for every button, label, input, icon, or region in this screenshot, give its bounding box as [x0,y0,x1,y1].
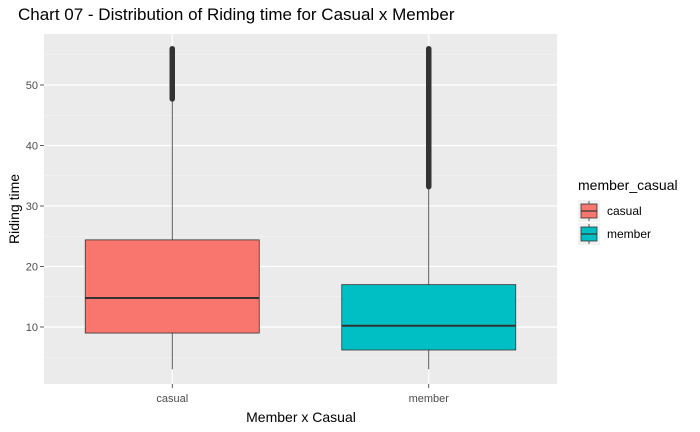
legend: member_casual casual member [578,177,678,245]
x-tick-label: casual [156,393,188,405]
iqr-box [84,239,260,334]
legend-item-casual: casual [578,200,642,222]
box-member [341,45,517,370]
x-axis-title: Member x Casual [246,409,356,425]
y-tick-label: 20 [26,262,38,274]
y-axis-title: Riding time [6,174,22,244]
y-tick-label: 50 [26,80,38,92]
x-tick-label: member [409,393,450,405]
legend-item-member: member [578,223,651,245]
iqr-box [341,284,517,351]
y-tick-label: 40 [26,141,38,153]
chart-title: Chart 07 - Distribution of Riding time f… [18,5,455,24]
box-casual [84,45,260,370]
legend-label: member [607,227,651,241]
y-tick-label: 10 [26,322,38,334]
boxes [84,45,517,370]
legend-label: casual [607,204,642,218]
legend-title: member_casual [578,177,678,193]
axes: 10 20 30 40 50 casual member [26,80,450,405]
y-tick-label: 30 [26,201,38,213]
